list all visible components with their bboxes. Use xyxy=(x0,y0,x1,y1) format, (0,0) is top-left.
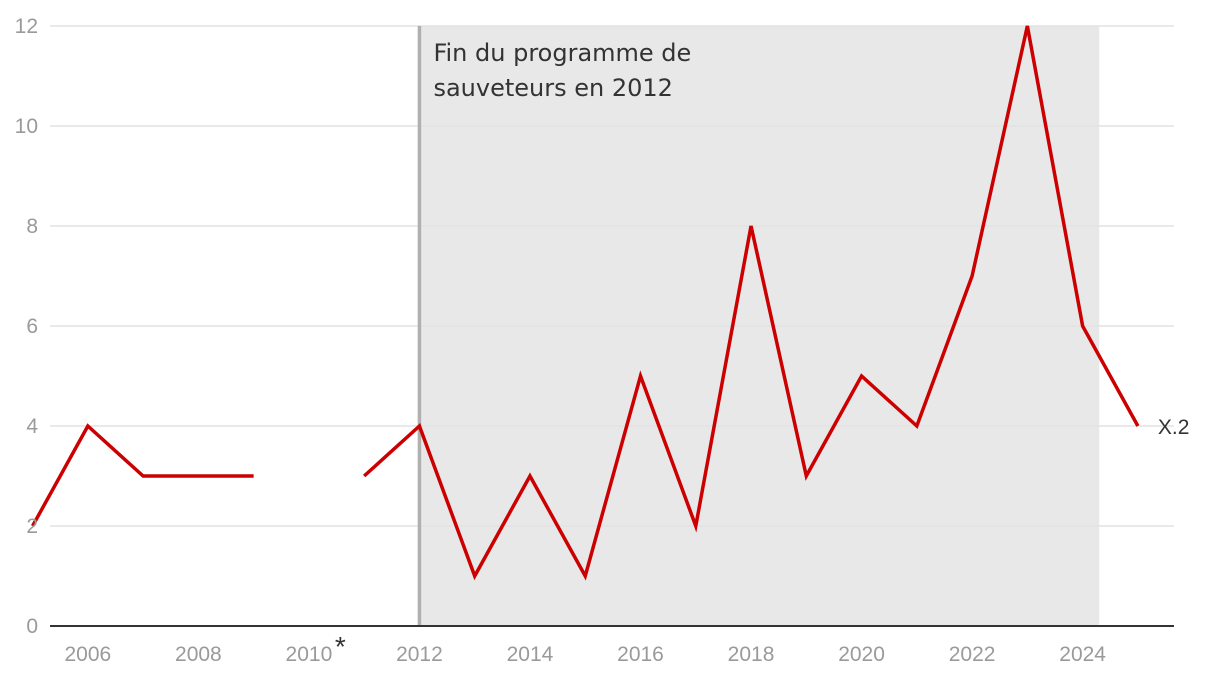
x-tick-label-2024: 2024 xyxy=(1059,643,1106,666)
annotation-line-1: Fin du programme de xyxy=(433,39,691,67)
y-tick-label-12: 12 xyxy=(15,15,38,38)
y-tick-label-4: 4 xyxy=(26,415,38,438)
x-tick-label-2008: 2008 xyxy=(175,643,222,666)
x-tick-label-2022: 2022 xyxy=(949,643,996,666)
y-tick-label-10: 10 xyxy=(15,115,38,138)
y-tick-labels: 0 2 4 6 8 10 12 xyxy=(15,15,39,638)
x-tick-label-2014: 2014 xyxy=(507,643,554,666)
y-tick-label-0: 0 xyxy=(26,615,38,638)
x-tick-label-2020: 2020 xyxy=(838,643,885,666)
x-tick-label-2016: 2016 xyxy=(617,643,664,666)
x-tick-label-2006: 2006 xyxy=(64,643,111,666)
x-tick-label-2010: 2010 xyxy=(286,643,333,666)
x-tick-label-2018: 2018 xyxy=(728,643,775,666)
annotation-line-2: sauveteurs en 2012 xyxy=(433,74,672,102)
series-lines xyxy=(31,25,1140,581)
series-0-segment-0 xyxy=(31,423,254,527)
footnote-marker: * xyxy=(335,631,346,662)
series-0-segment-1 xyxy=(362,25,1140,581)
x-tick-labels: 2006 2008 2010 2012 2014 2016 2018 2020 2022 2024 xyxy=(64,643,1106,666)
gridlines xyxy=(50,25,1174,527)
y-tick-label-6: 6 xyxy=(26,315,38,338)
y-tick-label-8: 8 xyxy=(26,215,38,238)
end-value-label: X.2 xyxy=(1158,416,1190,439)
x-tick-label-2012: 2012 xyxy=(396,643,443,666)
y-tick-label-2: 2 xyxy=(26,515,38,538)
